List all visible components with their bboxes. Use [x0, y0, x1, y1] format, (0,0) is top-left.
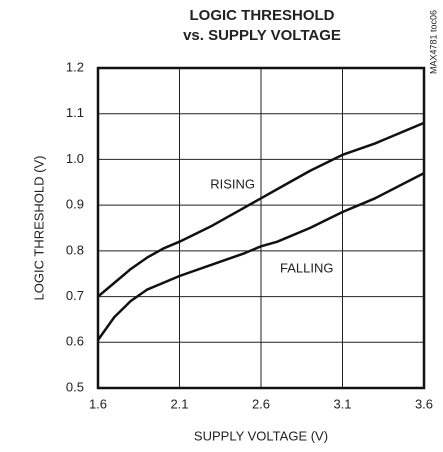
- series-line: [97, 121, 425, 298]
- y-tick-label: 0.9: [66, 197, 84, 212]
- y-axis-label: LOGIC THRESHOLD (V): [31, 156, 46, 301]
- note: MAX4781 toc06: [428, 10, 438, 74]
- plot-frame: [96, 66, 426, 390]
- y-tick-label: 0.7: [66, 288, 84, 303]
- series-line: [96, 172, 425, 341]
- y-tick-label: 0.5: [66, 379, 84, 394]
- x-axis-label: SUPPLY VOLTAGE (V): [194, 428, 328, 443]
- series-label: RISING: [210, 176, 255, 191]
- x-tick-label: 1.6: [89, 396, 107, 411]
- series-label: FALLING: [280, 260, 333, 275]
- x-tick-label: 3.1: [333, 396, 351, 411]
- x-tick-label: 2.1: [170, 396, 188, 411]
- x-tick-label: 3.6: [415, 396, 433, 411]
- y-tick-label: 0.6: [66, 334, 84, 349]
- y-tick-label: 0.8: [66, 242, 84, 257]
- chart-title: LOGIC THRESHOLD: [190, 7, 335, 24]
- x-tick-label: 2.6: [252, 396, 270, 411]
- chart-title: vs. SUPPLY VOLTAGE: [183, 27, 341, 44]
- y-tick-label: 1.1: [66, 105, 84, 120]
- y-tick-label: 1.2: [66, 59, 84, 74]
- y-tick-label: 1.0: [66, 151, 84, 166]
